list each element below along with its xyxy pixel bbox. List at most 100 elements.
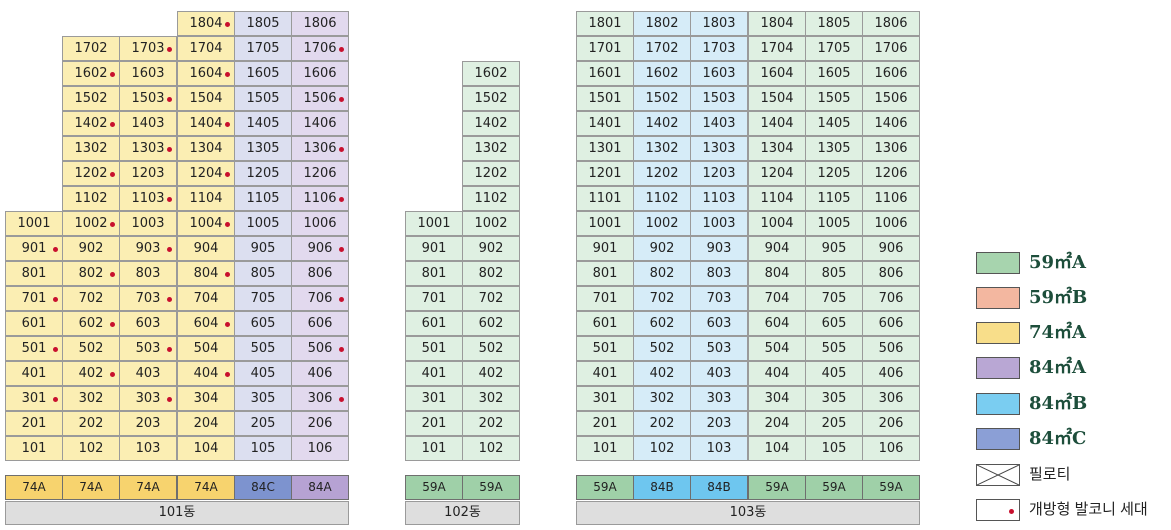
unit-cell[interactable]: 1501 bbox=[576, 86, 634, 111]
unit-cell[interactable]: 506 bbox=[291, 336, 349, 361]
unit-cell[interactable]: 1705 bbox=[234, 36, 292, 61]
unit-cell[interactable]: 1502 bbox=[633, 86, 691, 111]
unit-cell[interactable]: 1004 bbox=[748, 211, 806, 236]
unit-cell[interactable]: 401 bbox=[576, 361, 634, 386]
unit-cell[interactable]: 1804 bbox=[177, 11, 235, 36]
unit-cell[interactable]: 1502 bbox=[462, 86, 520, 111]
unit-cell[interactable]: 1203 bbox=[119, 161, 177, 186]
unit-cell[interactable]: 703 bbox=[119, 286, 177, 311]
unit-cell[interactable]: 805 bbox=[234, 261, 292, 286]
unit-cell[interactable]: 1103 bbox=[690, 186, 748, 211]
unit-cell[interactable]: 905 bbox=[234, 236, 292, 261]
unit-cell[interactable]: 1002 bbox=[462, 211, 520, 236]
unit-cell[interactable]: 1306 bbox=[862, 136, 920, 161]
unit-cell[interactable]: 1106 bbox=[291, 186, 349, 211]
unit-cell[interactable]: 306 bbox=[862, 386, 920, 411]
unit-cell[interactable]: 901 bbox=[576, 236, 634, 261]
unit-cell[interactable]: 203 bbox=[119, 411, 177, 436]
unit-cell[interactable]: 1701 bbox=[576, 36, 634, 61]
unit-cell[interactable]: 503 bbox=[690, 336, 748, 361]
unit-cell[interactable]: 504 bbox=[177, 336, 235, 361]
unit-cell[interactable]: 301 bbox=[405, 386, 463, 411]
unit-cell[interactable]: 1405 bbox=[234, 111, 292, 136]
unit-cell[interactable]: 206 bbox=[862, 411, 920, 436]
unit-cell[interactable]: 602 bbox=[633, 311, 691, 336]
unit-cell[interactable]: 901 bbox=[405, 236, 463, 261]
unit-cell[interactable]: 1303 bbox=[119, 136, 177, 161]
unit-cell[interactable]: 1403 bbox=[119, 111, 177, 136]
unit-cell[interactable]: 1206 bbox=[291, 161, 349, 186]
unit-cell[interactable]: 1204 bbox=[177, 161, 235, 186]
unit-cell[interactable]: 804 bbox=[748, 261, 806, 286]
unit-cell[interactable]: 1703 bbox=[119, 36, 177, 61]
unit-cell[interactable]: 203 bbox=[690, 411, 748, 436]
unit-cell[interactable]: 605 bbox=[805, 311, 863, 336]
unit-cell[interactable]: 1702 bbox=[633, 36, 691, 61]
unit-cell[interactable]: 1404 bbox=[748, 111, 806, 136]
unit-cell[interactable]: 1001 bbox=[5, 211, 63, 236]
unit-cell[interactable]: 1201 bbox=[576, 161, 634, 186]
unit-cell[interactable]: 1204 bbox=[748, 161, 806, 186]
unit-cell[interactable]: 202 bbox=[62, 411, 120, 436]
unit-cell[interactable]: 704 bbox=[177, 286, 235, 311]
unit-cell[interactable]: 1003 bbox=[690, 211, 748, 236]
unit-cell[interactable]: 1603 bbox=[119, 61, 177, 86]
unit-cell[interactable]: 901 bbox=[5, 236, 63, 261]
unit-cell[interactable]: 1202 bbox=[633, 161, 691, 186]
unit-cell[interactable]: 803 bbox=[119, 261, 177, 286]
unit-cell[interactable]: 301 bbox=[5, 386, 63, 411]
unit-cell[interactable]: 1806 bbox=[862, 11, 920, 36]
unit-cell[interactable]: 1205 bbox=[234, 161, 292, 186]
unit-cell[interactable]: 1005 bbox=[805, 211, 863, 236]
unit-cell[interactable]: 401 bbox=[405, 361, 463, 386]
unit-cell[interactable]: 201 bbox=[5, 411, 63, 436]
unit-cell[interactable]: 1402 bbox=[62, 111, 120, 136]
unit-cell[interactable]: 1704 bbox=[177, 36, 235, 61]
unit-cell[interactable]: 1006 bbox=[862, 211, 920, 236]
unit-cell[interactable]: 702 bbox=[462, 286, 520, 311]
unit-cell[interactable]: 402 bbox=[633, 361, 691, 386]
unit-cell[interactable]: 1404 bbox=[177, 111, 235, 136]
unit-cell[interactable]: 206 bbox=[291, 411, 349, 436]
unit-cell[interactable]: 1402 bbox=[633, 111, 691, 136]
unit-cell[interactable]: 403 bbox=[119, 361, 177, 386]
unit-cell[interactable]: 902 bbox=[62, 236, 120, 261]
unit-cell[interactable]: 506 bbox=[862, 336, 920, 361]
unit-cell[interactable]: 204 bbox=[748, 411, 806, 436]
unit-cell[interactable]: 103 bbox=[119, 436, 177, 461]
unit-cell[interactable]: 103 bbox=[690, 436, 748, 461]
unit-cell[interactable]: 701 bbox=[576, 286, 634, 311]
unit-cell[interactable]: 1705 bbox=[805, 36, 863, 61]
unit-cell[interactable]: 106 bbox=[862, 436, 920, 461]
unit-cell[interactable]: 801 bbox=[405, 261, 463, 286]
unit-cell[interactable]: 1002 bbox=[633, 211, 691, 236]
unit-cell[interactable]: 1102 bbox=[62, 186, 120, 211]
unit-cell[interactable]: 502 bbox=[62, 336, 120, 361]
unit-cell[interactable]: 505 bbox=[805, 336, 863, 361]
unit-cell[interactable]: 505 bbox=[234, 336, 292, 361]
unit-cell[interactable]: 706 bbox=[862, 286, 920, 311]
unit-cell[interactable]: 1604 bbox=[177, 61, 235, 86]
unit-cell[interactable]: 702 bbox=[633, 286, 691, 311]
unit-cell[interactable]: 201 bbox=[405, 411, 463, 436]
unit-cell[interactable]: 1102 bbox=[462, 186, 520, 211]
unit-cell[interactable]: 604 bbox=[748, 311, 806, 336]
unit-cell[interactable]: 503 bbox=[119, 336, 177, 361]
unit-cell[interactable]: 906 bbox=[862, 236, 920, 261]
unit-cell[interactable]: 1302 bbox=[62, 136, 120, 161]
unit-cell[interactable]: 805 bbox=[805, 261, 863, 286]
unit-cell[interactable]: 802 bbox=[462, 261, 520, 286]
unit-cell[interactable]: 1604 bbox=[748, 61, 806, 86]
unit-cell[interactable]: 406 bbox=[291, 361, 349, 386]
unit-cell[interactable]: 801 bbox=[576, 261, 634, 286]
unit-cell[interactable]: 304 bbox=[177, 386, 235, 411]
unit-cell[interactable]: 104 bbox=[748, 436, 806, 461]
unit-cell[interactable]: 904 bbox=[177, 236, 235, 261]
unit-cell[interactable]: 1605 bbox=[234, 61, 292, 86]
unit-cell[interactable]: 1805 bbox=[234, 11, 292, 36]
unit-cell[interactable]: 903 bbox=[119, 236, 177, 261]
unit-cell[interactable]: 302 bbox=[462, 386, 520, 411]
unit-cell[interactable]: 1502 bbox=[62, 86, 120, 111]
unit-cell[interactable]: 502 bbox=[462, 336, 520, 361]
unit-cell[interactable]: 1504 bbox=[177, 86, 235, 111]
